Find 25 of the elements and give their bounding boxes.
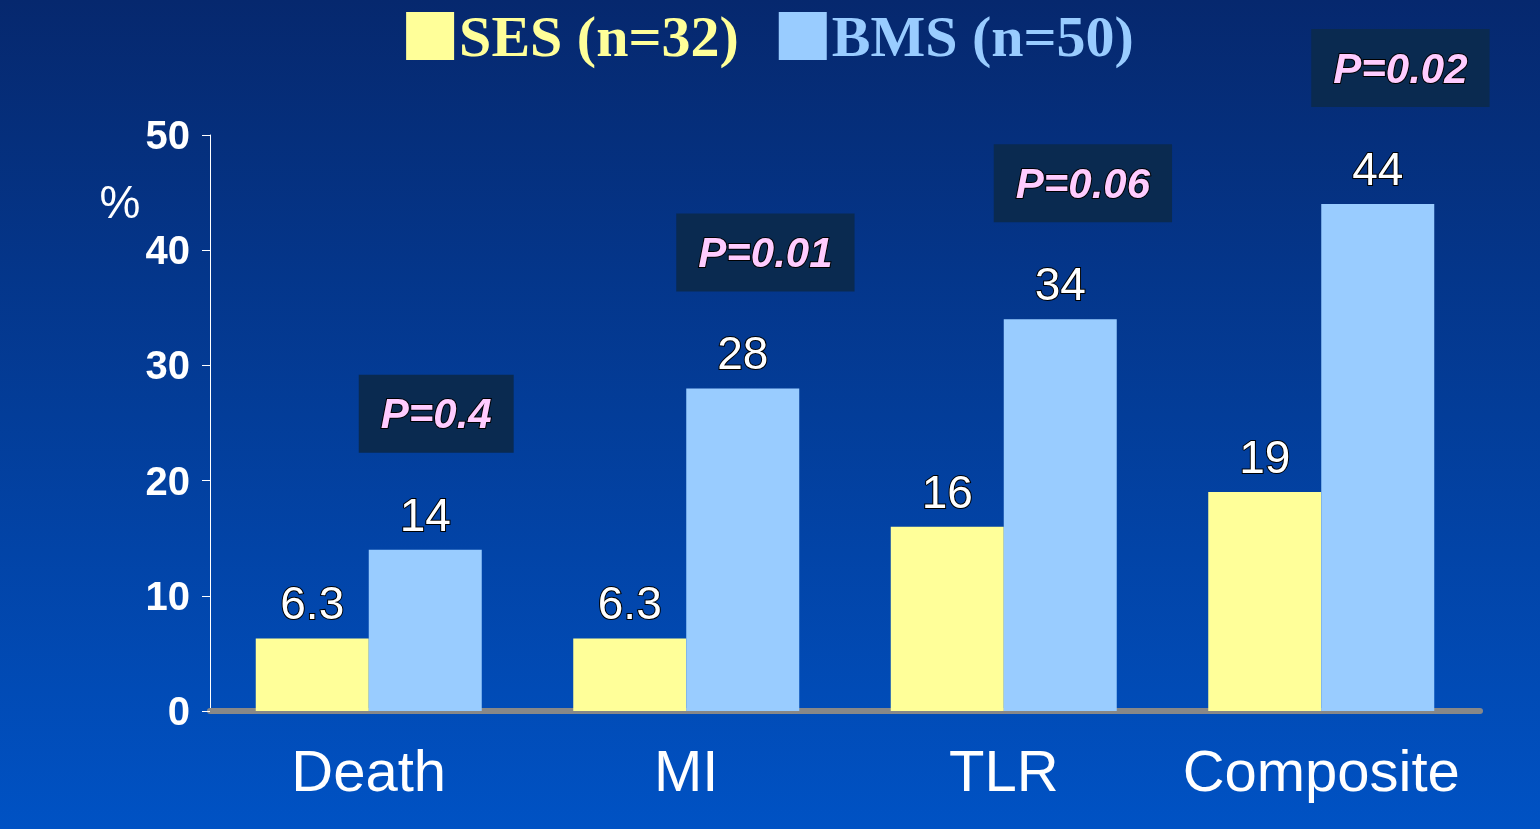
x-tick-label: Composite — [1182, 737, 1460, 803]
text: P=0.02 — [1333, 44, 1468, 92]
annotation: P=0.4 — [380, 390, 492, 438]
y-tick-label: 20 — [145, 458, 190, 503]
legend-label: SES (n=32) — [459, 3, 739, 69]
y-tick-label: 40 — [145, 228, 190, 273]
data-label: 6.3 — [280, 577, 345, 630]
x-tick-label: TLR — [948, 737, 1059, 803]
x-tick-label: MI — [654, 737, 719, 803]
data-label: 28 — [717, 327, 769, 380]
annotation: P=0.01 — [698, 228, 833, 276]
data-label: 14 — [399, 488, 451, 541]
legend-label: BMS (n=50) — [831, 3, 1134, 69]
y-tick-label: 50 — [145, 113, 190, 157]
y-tick-label: 10 — [145, 573, 190, 618]
data-label: 34 — [1034, 258, 1086, 311]
data-label: 44 — [1352, 143, 1404, 196]
data-label: 19 — [1239, 431, 1291, 484]
y-tick-label: 0 — [167, 689, 190, 733]
y-axis-title: % — [99, 176, 141, 228]
y-tick-label: 30 — [145, 343, 190, 388]
x-tick-label: Death — [291, 737, 447, 803]
data-label: 16 — [921, 465, 973, 518]
annotation: P=0.06 — [1015, 159, 1151, 207]
data-label: 6.3 — [597, 577, 662, 630]
